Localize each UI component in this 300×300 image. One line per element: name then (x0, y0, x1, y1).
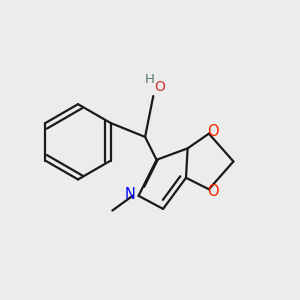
Text: N: N (125, 187, 136, 202)
Text: H: H (145, 73, 155, 85)
Text: O: O (207, 184, 219, 200)
Text: O: O (154, 80, 165, 94)
Text: O: O (207, 124, 219, 139)
